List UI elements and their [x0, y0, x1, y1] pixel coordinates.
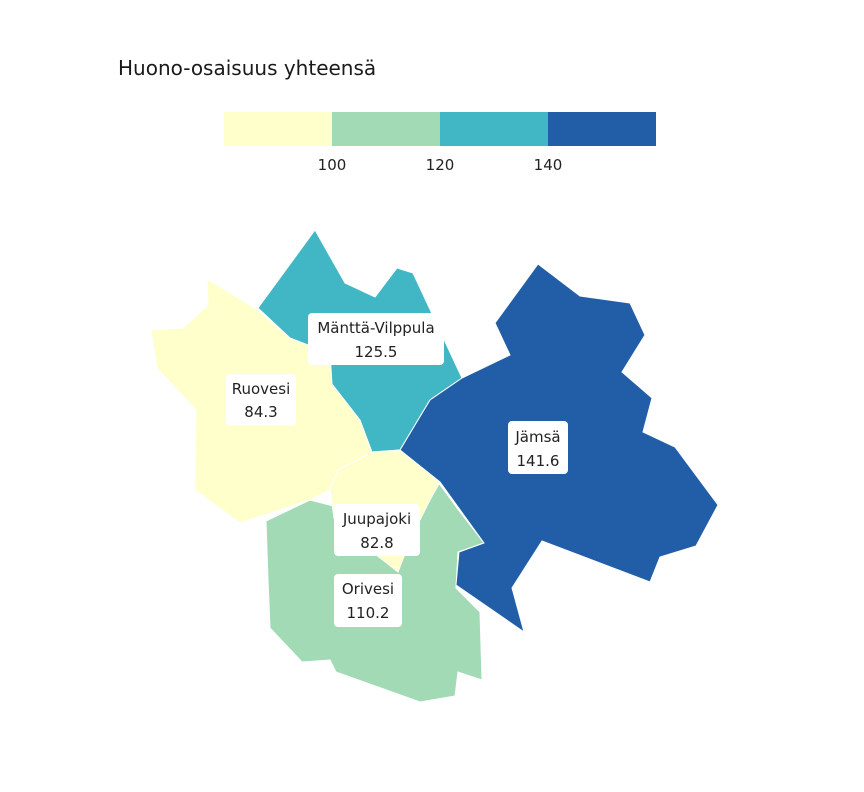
region-label-juupajoki: Juupajoki 82.8 — [334, 504, 420, 556]
legend: 100 120 140 — [224, 112, 656, 174]
region-value: 141.6 — [517, 452, 560, 470]
region-label-ruovesi: Ruovesi 84.3 — [226, 374, 296, 426]
region-label-jamsa: Jämsä 141.6 — [508, 421, 568, 474]
legend-bin-1 — [224, 112, 332, 146]
map-title: Huono-osaisuus yhteensä — [118, 56, 377, 80]
region-name: Ruovesi — [232, 380, 291, 398]
region-value: 110.2 — [347, 604, 390, 622]
label-box — [226, 374, 296, 426]
label-box — [334, 574, 402, 627]
label-box — [334, 504, 420, 556]
legend-bin-4 — [548, 112, 656, 146]
legend-tick: 100 — [318, 156, 347, 174]
region-label-manttavilppula: Mänttä-Vilppula 125.5 — [308, 313, 444, 365]
region-value: 125.5 — [355, 343, 398, 361]
region-value: 82.8 — [360, 534, 393, 552]
label-box — [508, 421, 568, 474]
region-label-orivesi: Orivesi 110.2 — [334, 574, 402, 627]
legend-tick: 140 — [534, 156, 563, 174]
region-labels: Ruovesi 84.3 Mänttä-Vilppula 125.5 Jämsä… — [226, 313, 568, 627]
region-name: Orivesi — [342, 580, 394, 598]
region-name: Mänttä-Vilppula — [317, 319, 434, 337]
legend-bin-2 — [332, 112, 440, 146]
legend-bin-3 — [440, 112, 548, 146]
legend-tick: 120 — [426, 156, 455, 174]
region-value: 84.3 — [244, 403, 277, 421]
region-name: Juupajoki — [342, 510, 411, 528]
region-name: Jämsä — [514, 428, 560, 446]
label-box — [308, 313, 444, 365]
regions — [150, 229, 719, 703]
